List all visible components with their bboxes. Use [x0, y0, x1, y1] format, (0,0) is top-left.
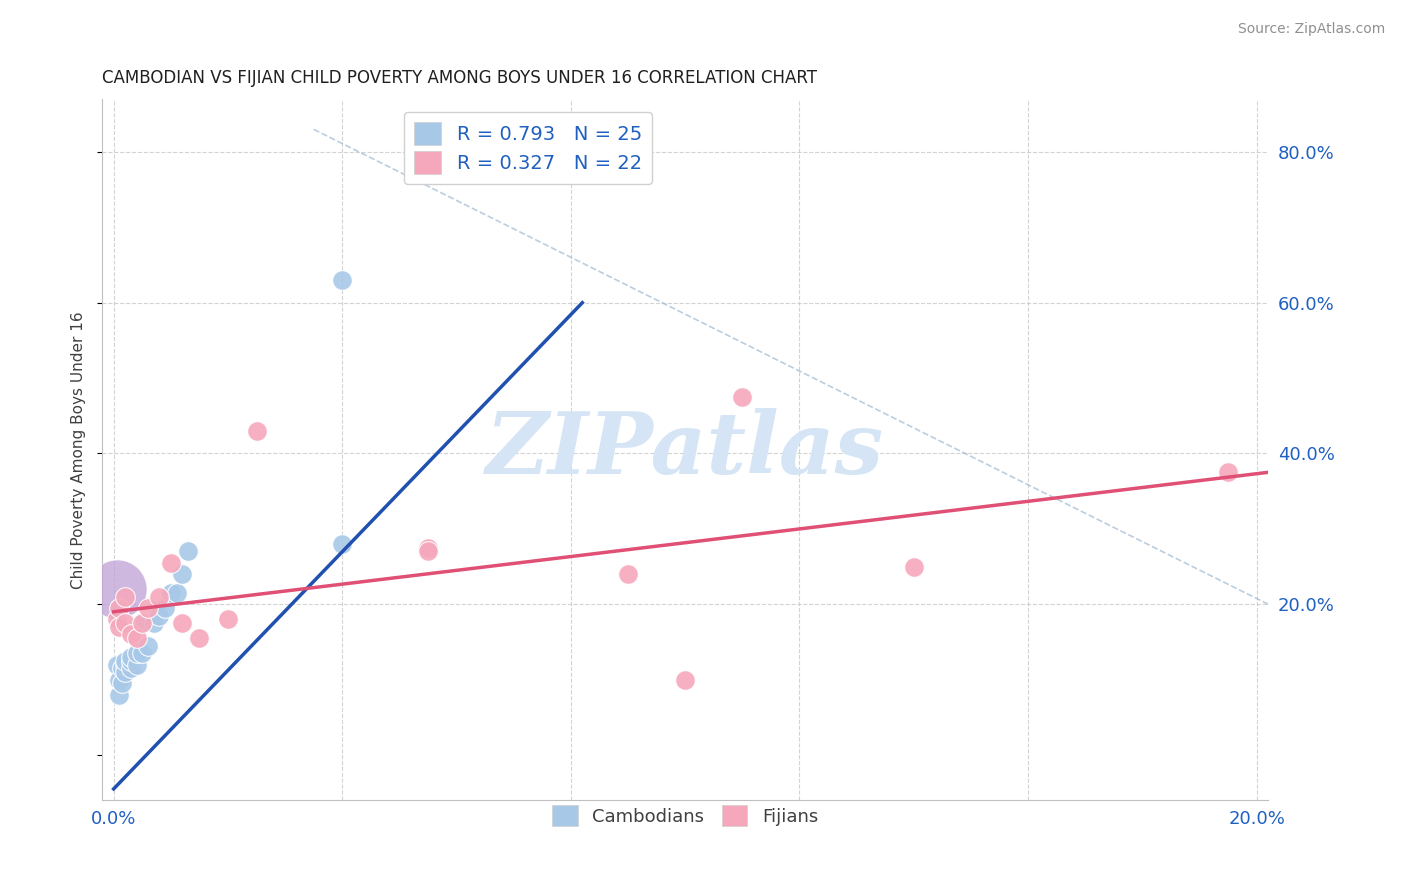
Point [416, 544, 439, 558]
Point [120, 650, 142, 665]
Point [903, 559, 925, 574]
Legend: Cambodians, Fijians: Cambodians, Fijians [546, 798, 825, 833]
Point [120, 627, 142, 641]
Point [108, 601, 131, 615]
Text: ZIPatlas: ZIPatlas [486, 408, 884, 491]
Point [617, 567, 640, 582]
Point [114, 657, 136, 672]
Y-axis label: Child Poverty Among Boys Under 16: Child Poverty Among Boys Under 16 [72, 311, 86, 589]
Point [136, 601, 159, 615]
Point [148, 608, 170, 623]
Point [330, 537, 353, 551]
Point [131, 616, 153, 631]
Point [114, 665, 136, 679]
Point [125, 646, 148, 660]
Point [120, 654, 142, 668]
Point [142, 616, 165, 631]
Point [416, 541, 439, 555]
Point [148, 590, 170, 604]
Point [120, 661, 142, 675]
Point [108, 673, 131, 687]
Point [114, 616, 136, 631]
Point [153, 601, 176, 615]
Point [131, 616, 153, 631]
Text: Source: ZipAtlas.com: Source: ZipAtlas.com [1237, 22, 1385, 37]
Point [136, 639, 159, 653]
Point [188, 631, 211, 645]
Point [105, 582, 128, 596]
Point [731, 390, 754, 404]
Point [114, 654, 136, 668]
Point [114, 590, 136, 604]
Point [172, 616, 194, 631]
Point [330, 273, 353, 287]
Point [111, 676, 134, 690]
Point [673, 673, 696, 687]
Text: CAMBODIAN VS FIJIAN CHILD POVERTY AMONG BOYS UNDER 16 CORRELATION CHART: CAMBODIAN VS FIJIAN CHILD POVERTY AMONG … [103, 69, 817, 87]
Point [125, 631, 148, 645]
Point [105, 657, 128, 672]
Point [159, 556, 181, 570]
Point [172, 567, 194, 582]
Point [1218, 466, 1240, 480]
Point [177, 544, 200, 558]
Point [245, 424, 267, 438]
Point [108, 620, 131, 634]
Point [159, 586, 181, 600]
Point [125, 657, 148, 672]
Point [131, 646, 153, 660]
Point [108, 688, 131, 702]
Point [111, 661, 134, 675]
Point [166, 586, 188, 600]
Point [105, 612, 128, 626]
Point [217, 612, 239, 626]
